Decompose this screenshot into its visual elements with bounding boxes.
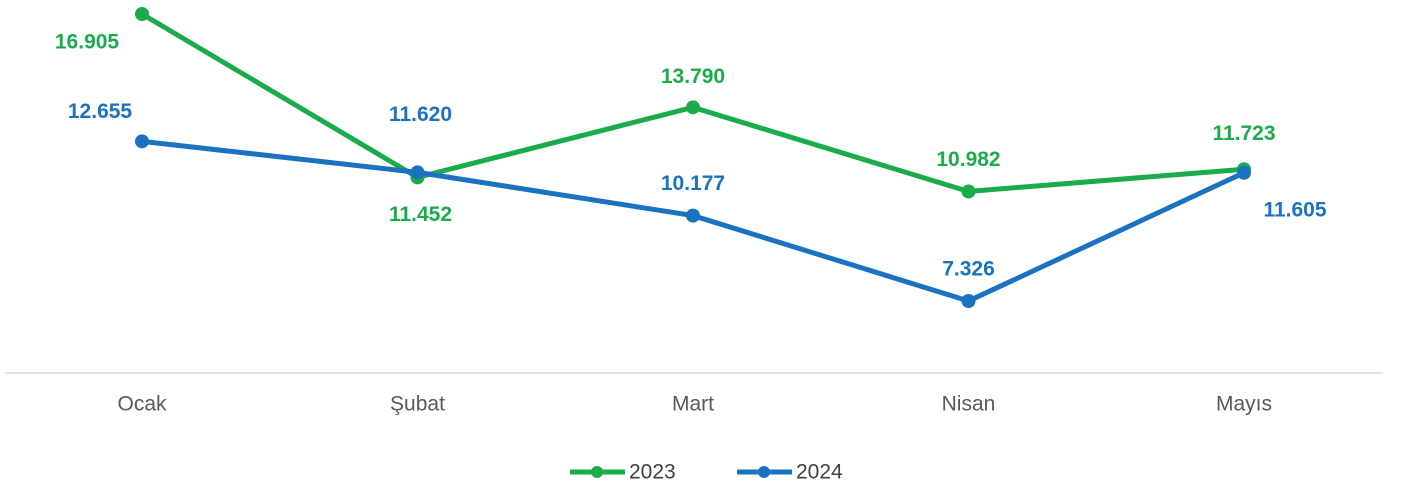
legend-label: 2024	[796, 461, 843, 484]
data-point	[961, 184, 976, 199]
data-label: 11.452	[389, 203, 452, 226]
data-point	[686, 100, 700, 115]
data-point	[961, 294, 976, 308]
data-label: 11.723	[1212, 122, 1275, 145]
data-label: 10.982	[936, 148, 1000, 171]
legend-marker	[591, 466, 603, 478]
data-point	[135, 7, 149, 21]
legend-label: 2023	[629, 461, 676, 484]
x-tick-label: Şubat	[390, 393, 445, 416]
data-label: 16.905	[55, 31, 120, 54]
data-point	[686, 208, 700, 223]
data-label: 10.177	[661, 172, 725, 195]
data-label: 11.620	[389, 103, 452, 126]
x-tick-label: Ocak	[117, 393, 167, 416]
legend-marker	[758, 466, 770, 478]
data-label: 7.326	[942, 258, 995, 281]
data-point	[1237, 165, 1251, 180]
data-label: 13.790	[661, 65, 725, 88]
data-label: 11.605	[1263, 198, 1326, 221]
data-point	[410, 165, 425, 180]
data-point	[135, 134, 149, 149]
x-tick-label: Mart	[672, 393, 714, 416]
x-tick-label: Nisan	[942, 393, 996, 416]
data-label: 12.655	[68, 100, 133, 123]
x-tick-label: Mayıs	[1216, 393, 1272, 416]
